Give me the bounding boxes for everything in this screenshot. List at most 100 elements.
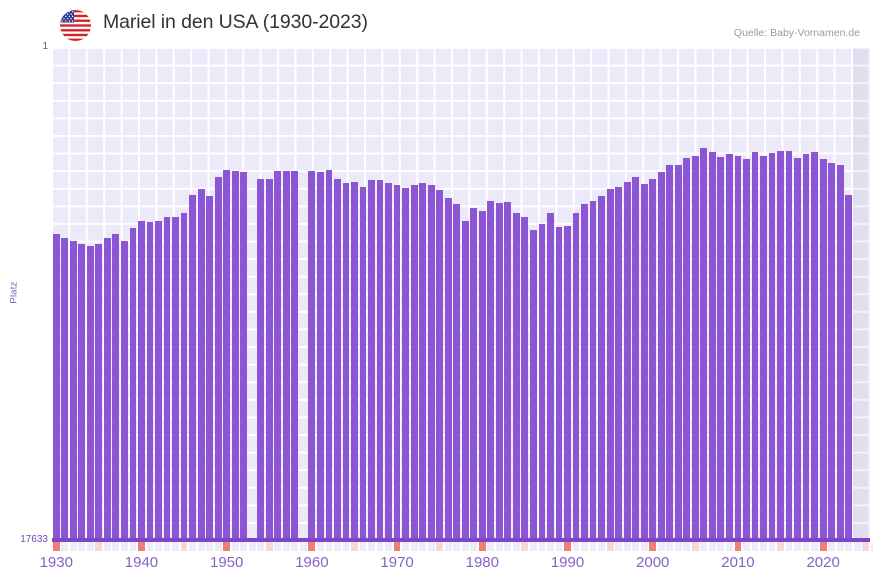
bar[interactable] <box>240 171 248 541</box>
bar[interactable] <box>223 169 231 541</box>
bar[interactable] <box>734 156 742 541</box>
bar[interactable] <box>231 171 239 541</box>
bar[interactable] <box>811 152 819 541</box>
bar[interactable] <box>419 182 427 541</box>
bar[interactable] <box>52 233 60 541</box>
bar[interactable] <box>69 240 77 541</box>
bar[interactable] <box>444 197 452 541</box>
bar[interactable] <box>189 194 196 541</box>
bar[interactable] <box>385 182 392 541</box>
bar[interactable] <box>623 181 631 541</box>
bar[interactable] <box>555 227 563 541</box>
bar[interactable] <box>725 153 733 541</box>
bar[interactable] <box>504 202 512 541</box>
bar[interactable] <box>427 184 435 541</box>
bar[interactable] <box>606 189 614 541</box>
bar[interactable] <box>61 238 69 541</box>
bar[interactable] <box>325 170 333 541</box>
bar[interactable] <box>708 152 716 541</box>
bar[interactable] <box>666 165 674 541</box>
bar[interactable] <box>581 204 588 541</box>
bar[interactable] <box>470 208 478 541</box>
bar[interactable] <box>146 221 154 541</box>
bar[interactable] <box>436 190 444 541</box>
bar[interactable] <box>538 224 546 541</box>
bar[interactable] <box>683 158 691 541</box>
tick-cell <box>402 542 410 551</box>
bar[interactable] <box>802 153 810 541</box>
bar[interactable] <box>640 184 648 541</box>
bar[interactable] <box>78 244 86 541</box>
bar[interactable] <box>777 150 784 541</box>
bar[interactable] <box>615 187 623 541</box>
bar[interactable] <box>368 179 375 541</box>
bar[interactable] <box>785 151 793 541</box>
bar[interactable] <box>214 176 222 541</box>
bar[interactable] <box>197 189 205 541</box>
bar[interactable] <box>129 228 137 541</box>
bar[interactable] <box>530 230 537 541</box>
bar[interactable] <box>257 178 265 541</box>
tick-cell <box>547 542 554 551</box>
bar[interactable] <box>751 152 759 541</box>
bar[interactable] <box>521 217 529 541</box>
bar[interactable] <box>828 163 836 541</box>
bar[interactable] <box>308 171 316 541</box>
tick-cell <box>61 542 69 551</box>
bar[interactable] <box>95 244 103 541</box>
bar[interactable] <box>572 212 580 541</box>
bar[interactable] <box>359 187 367 541</box>
bar[interactable] <box>657 171 665 541</box>
bar[interactable] <box>351 181 358 541</box>
bar[interactable] <box>700 148 708 541</box>
bar[interactable] <box>334 178 341 541</box>
bar[interactable] <box>794 158 801 541</box>
bar[interactable] <box>649 178 657 541</box>
bar[interactable] <box>717 157 725 541</box>
bar[interactable] <box>478 210 486 541</box>
bar[interactable] <box>495 203 503 541</box>
bar[interactable] <box>86 245 94 541</box>
bar[interactable] <box>376 179 384 541</box>
bar[interactable] <box>138 221 145 541</box>
tick-cell <box>751 542 759 551</box>
bar[interactable] <box>121 240 128 541</box>
tick-cell <box>146 542 154 551</box>
bar[interactable] <box>103 238 111 541</box>
bar[interactable] <box>768 152 776 541</box>
bar[interactable] <box>155 221 162 541</box>
bar[interactable] <box>845 194 853 541</box>
bar[interactable] <box>836 164 844 541</box>
bar[interactable] <box>564 225 571 541</box>
bar[interactable] <box>453 204 461 541</box>
bar[interactable] <box>487 201 495 541</box>
bar[interactable] <box>291 171 299 541</box>
bar[interactable] <box>598 196 605 541</box>
bar[interactable] <box>172 217 179 541</box>
tick-cell <box>444 542 452 551</box>
bar[interactable] <box>393 184 401 541</box>
bar[interactable] <box>282 171 290 541</box>
bar[interactable] <box>402 188 410 541</box>
bar[interactable] <box>274 171 282 541</box>
bar[interactable] <box>632 177 640 541</box>
bar[interactable] <box>512 212 520 541</box>
bar[interactable] <box>691 156 699 541</box>
tick-cell <box>316 542 324 551</box>
bar[interactable] <box>112 233 120 541</box>
bar[interactable] <box>342 182 350 541</box>
bar[interactable] <box>163 217 171 541</box>
bar[interactable] <box>819 159 827 541</box>
bar[interactable] <box>760 156 767 541</box>
tick-cell <box>359 542 367 551</box>
bar[interactable] <box>589 201 597 541</box>
bar[interactable] <box>206 196 214 541</box>
bar[interactable] <box>743 159 750 541</box>
bar[interactable] <box>461 220 469 541</box>
bar[interactable] <box>410 184 418 541</box>
bar[interactable] <box>265 178 273 541</box>
bar[interactable] <box>674 165 682 541</box>
bar[interactable] <box>316 171 324 541</box>
bar[interactable] <box>547 212 554 541</box>
bar[interactable] <box>180 212 188 541</box>
